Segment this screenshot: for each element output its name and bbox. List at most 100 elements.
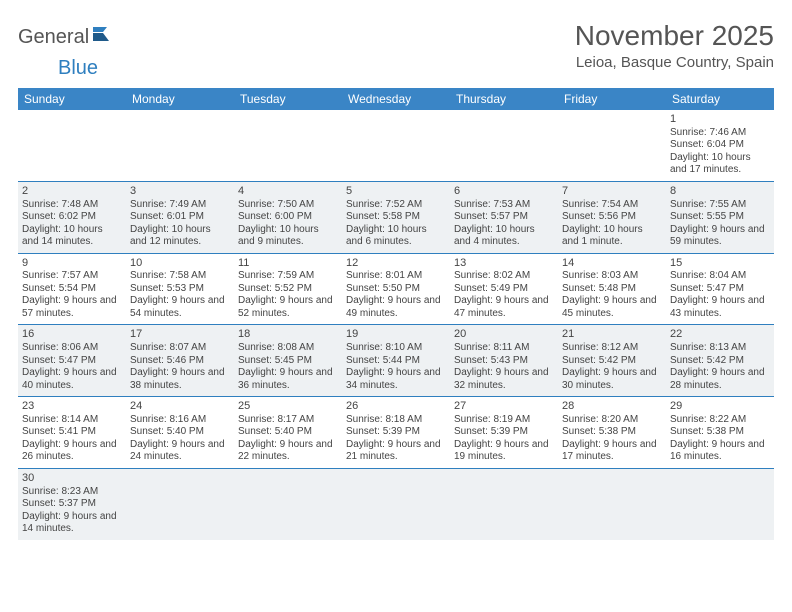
logo-text-blue: Blue bbox=[58, 57, 98, 79]
day-number: 25 bbox=[238, 400, 338, 414]
sunrise-line: Sunrise: 7:54 AM bbox=[562, 199, 662, 212]
day-number: 23 bbox=[22, 400, 122, 414]
sunset-line: Sunset: 5:37 PM bbox=[22, 498, 122, 511]
sunset-line: Sunset: 5:57 PM bbox=[454, 211, 554, 224]
daylight-line: Daylight: 9 hours and 14 minutes. bbox=[22, 511, 122, 536]
sunrise-line: Sunrise: 8:19 AM bbox=[454, 414, 554, 427]
day-number: 19 bbox=[346, 328, 446, 342]
day-cell bbox=[666, 469, 774, 540]
day-number: 21 bbox=[562, 328, 662, 342]
sunset-line: Sunset: 5:40 PM bbox=[238, 426, 338, 439]
day-cell bbox=[126, 469, 234, 540]
day-cell: 28Sunrise: 8:20 AMSunset: 5:38 PMDayligh… bbox=[558, 397, 666, 468]
sunrise-line: Sunrise: 8:18 AM bbox=[346, 414, 446, 427]
day-cell: 29Sunrise: 8:22 AMSunset: 5:38 PMDayligh… bbox=[666, 397, 774, 468]
sunset-line: Sunset: 5:38 PM bbox=[562, 426, 662, 439]
daylight-line: Daylight: 10 hours and 17 minutes. bbox=[670, 152, 770, 177]
sunrise-line: Sunrise: 7:59 AM bbox=[238, 270, 338, 283]
sunset-line: Sunset: 5:54 PM bbox=[22, 283, 122, 296]
day-number: 9 bbox=[22, 257, 122, 271]
sunset-line: Sunset: 5:52 PM bbox=[238, 283, 338, 296]
daylight-line: Daylight: 9 hours and 40 minutes. bbox=[22, 367, 122, 392]
day-number: 17 bbox=[130, 328, 230, 342]
week-row: 9Sunrise: 7:57 AMSunset: 5:54 PMDaylight… bbox=[18, 254, 774, 326]
calendar-grid: SundayMondayTuesdayWednesdayThursdayFrid… bbox=[18, 88, 774, 540]
daylight-line: Daylight: 9 hours and 38 minutes. bbox=[130, 367, 230, 392]
sunrise-line: Sunrise: 8:20 AM bbox=[562, 414, 662, 427]
sunrise-line: Sunrise: 8:03 AM bbox=[562, 270, 662, 283]
day-number: 13 bbox=[454, 257, 554, 271]
day-number: 8 bbox=[670, 185, 770, 199]
sunrise-line: Sunrise: 8:14 AM bbox=[22, 414, 122, 427]
sunset-line: Sunset: 5:44 PM bbox=[346, 355, 446, 368]
day-of-week-header: SundayMondayTuesdayWednesdayThursdayFrid… bbox=[18, 88, 774, 110]
daylight-line: Daylight: 9 hours and 49 minutes. bbox=[346, 295, 446, 320]
day-cell: 11Sunrise: 7:59 AMSunset: 5:52 PMDayligh… bbox=[234, 254, 342, 325]
sunset-line: Sunset: 5:47 PM bbox=[22, 355, 122, 368]
day-number: 11 bbox=[238, 257, 338, 271]
sunrise-line: Sunrise: 8:23 AM bbox=[22, 486, 122, 499]
dow-cell: Sunday bbox=[18, 88, 126, 110]
day-cell: 5Sunrise: 7:52 AMSunset: 5:58 PMDaylight… bbox=[342, 182, 450, 253]
dow-cell: Thursday bbox=[450, 88, 558, 110]
day-cell: 2Sunrise: 7:48 AMSunset: 6:02 PMDaylight… bbox=[18, 182, 126, 253]
sunset-line: Sunset: 5:41 PM bbox=[22, 426, 122, 439]
sunset-line: Sunset: 5:50 PM bbox=[346, 283, 446, 296]
day-number: 10 bbox=[130, 257, 230, 271]
daylight-line: Daylight: 9 hours and 17 minutes. bbox=[562, 439, 662, 464]
day-cell: 13Sunrise: 8:02 AMSunset: 5:49 PMDayligh… bbox=[450, 254, 558, 325]
sunrise-line: Sunrise: 7:50 AM bbox=[238, 199, 338, 212]
dow-cell: Tuesday bbox=[234, 88, 342, 110]
sunset-line: Sunset: 5:56 PM bbox=[562, 211, 662, 224]
daylight-line: Daylight: 9 hours and 24 minutes. bbox=[130, 439, 230, 464]
month-title: November 2025 bbox=[575, 20, 774, 52]
daylight-line: Daylight: 9 hours and 36 minutes. bbox=[238, 367, 338, 392]
daylight-line: Daylight: 9 hours and 57 minutes. bbox=[22, 295, 122, 320]
day-number: 14 bbox=[562, 257, 662, 271]
day-number: 18 bbox=[238, 328, 338, 342]
day-number: 4 bbox=[238, 185, 338, 199]
sunrise-line: Sunrise: 8:17 AM bbox=[238, 414, 338, 427]
dow-cell: Friday bbox=[558, 88, 666, 110]
day-number: 2 bbox=[22, 185, 122, 199]
dow-cell: Wednesday bbox=[342, 88, 450, 110]
daylight-line: Daylight: 10 hours and 14 minutes. bbox=[22, 224, 122, 249]
day-number: 1 bbox=[670, 113, 770, 127]
daylight-line: Daylight: 10 hours and 1 minute. bbox=[562, 224, 662, 249]
sunrise-line: Sunrise: 8:01 AM bbox=[346, 270, 446, 283]
day-cell: 21Sunrise: 8:12 AMSunset: 5:42 PMDayligh… bbox=[558, 325, 666, 396]
dow-cell: Monday bbox=[126, 88, 234, 110]
daylight-line: Daylight: 10 hours and 12 minutes. bbox=[130, 224, 230, 249]
day-cell: 22Sunrise: 8:13 AMSunset: 5:42 PMDayligh… bbox=[666, 325, 774, 396]
sunset-line: Sunset: 5:45 PM bbox=[238, 355, 338, 368]
day-cell: 26Sunrise: 8:18 AMSunset: 5:39 PMDayligh… bbox=[342, 397, 450, 468]
sunset-line: Sunset: 5:55 PM bbox=[670, 211, 770, 224]
day-number: 7 bbox=[562, 185, 662, 199]
sunset-line: Sunset: 6:01 PM bbox=[130, 211, 230, 224]
day-cell: 9Sunrise: 7:57 AMSunset: 5:54 PMDaylight… bbox=[18, 254, 126, 325]
sunrise-line: Sunrise: 7:48 AM bbox=[22, 199, 122, 212]
day-cell: 27Sunrise: 8:19 AMSunset: 5:39 PMDayligh… bbox=[450, 397, 558, 468]
week-row: 1Sunrise: 7:46 AMSunset: 6:04 PMDaylight… bbox=[18, 110, 774, 182]
sunrise-line: Sunrise: 7:53 AM bbox=[454, 199, 554, 212]
title-block: November 2025 Leioa, Basque Country, Spa… bbox=[575, 20, 774, 71]
day-number: 22 bbox=[670, 328, 770, 342]
daylight-line: Daylight: 9 hours and 54 minutes. bbox=[130, 295, 230, 320]
sunrise-line: Sunrise: 8:13 AM bbox=[670, 342, 770, 355]
sunset-line: Sunset: 5:46 PM bbox=[130, 355, 230, 368]
day-number: 3 bbox=[130, 185, 230, 199]
day-number: 26 bbox=[346, 400, 446, 414]
daylight-line: Daylight: 10 hours and 6 minutes. bbox=[346, 224, 446, 249]
day-cell bbox=[18, 110, 126, 181]
sunrise-line: Sunrise: 8:07 AM bbox=[130, 342, 230, 355]
sunrise-line: Sunrise: 7:57 AM bbox=[22, 270, 122, 283]
day-cell: 16Sunrise: 8:06 AMSunset: 5:47 PMDayligh… bbox=[18, 325, 126, 396]
sunrise-line: Sunrise: 8:02 AM bbox=[454, 270, 554, 283]
daylight-line: Daylight: 9 hours and 32 minutes. bbox=[454, 367, 554, 392]
daylight-line: Daylight: 9 hours and 21 minutes. bbox=[346, 439, 446, 464]
sunset-line: Sunset: 5:48 PM bbox=[562, 283, 662, 296]
day-cell: 24Sunrise: 8:16 AMSunset: 5:40 PMDayligh… bbox=[126, 397, 234, 468]
daylight-line: Daylight: 9 hours and 22 minutes. bbox=[238, 439, 338, 464]
day-cell: 17Sunrise: 8:07 AMSunset: 5:46 PMDayligh… bbox=[126, 325, 234, 396]
dow-cell: Saturday bbox=[666, 88, 774, 110]
